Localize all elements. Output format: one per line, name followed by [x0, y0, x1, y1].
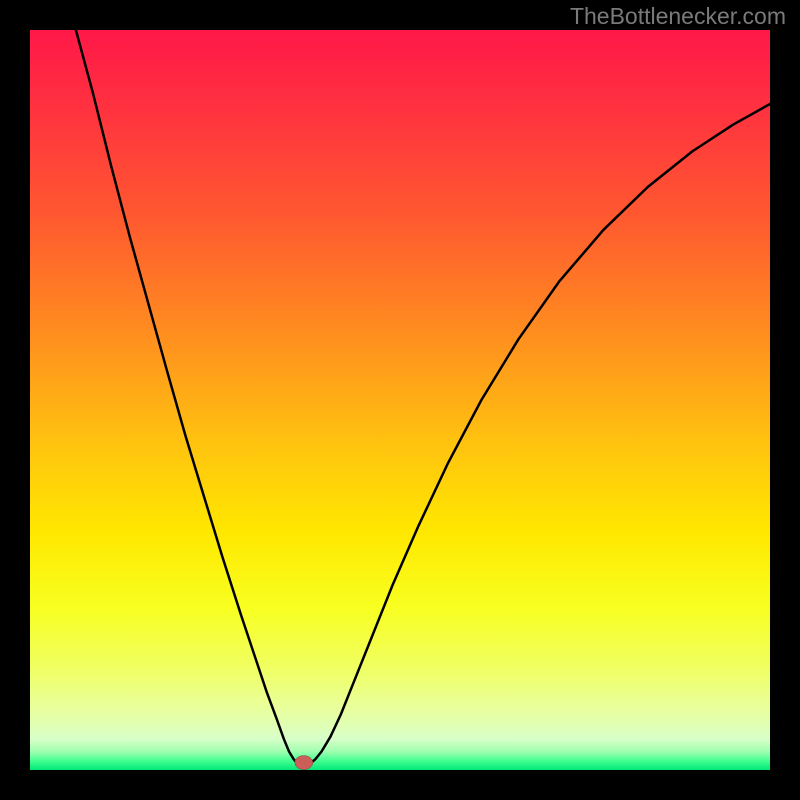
plot-svg: [30, 30, 770, 770]
watermark-text: TheBottlenecker.com: [570, 3, 786, 30]
chart-frame: TheBottlenecker.com: [0, 0, 800, 800]
plot-area: [30, 30, 770, 770]
plot-background: [30, 30, 770, 770]
optimal-marker: [295, 756, 313, 770]
